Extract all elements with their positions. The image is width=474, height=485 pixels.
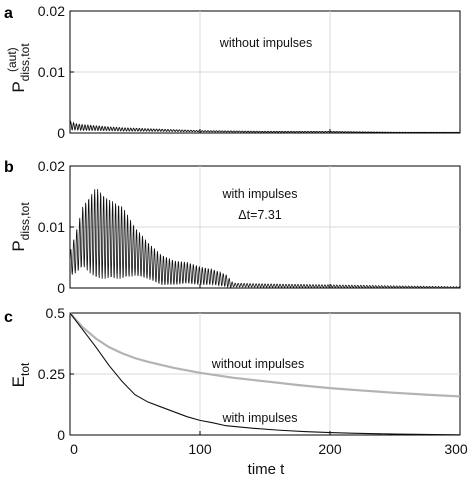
panel-a-ylabel: Pdiss,tot [9,43,32,93]
panel-c-annotation-without: without impulses [211,357,304,371]
panel-c-xtick-label-3: 300 [444,441,468,457]
svg-text:Pdiss,tot: Pdiss,tot [9,202,32,252]
panel-c-series-with-impulses [69,312,461,436]
panel-c-grid [70,313,460,435]
panel-a-ytick-label-1: 0.01 [38,64,65,80]
panel-b-ylabel: Pdiss,tot [9,202,32,252]
svg-text:Pdiss,tot: Pdiss,tot [9,43,32,93]
panel-b-ylabel-main: P [9,240,28,251]
panel-b-series-line [69,188,461,289]
panel-c-ytick-label-0: 0 [57,427,65,443]
panel-c-ylabel-main: E [9,376,28,387]
panel-a-label: a [4,5,13,22]
panel-c-ytick-label-2: 0.5 [46,305,66,321]
panel-b-grid [70,166,460,288]
panel-b-y-ticks: 0 0.01 0.02 [38,158,74,296]
panel-a-ytick-label-2: 0.02 [38,3,65,19]
panel-a-series-line [69,120,460,133]
panel-a-ylabel-sup: (aut) [5,47,19,72]
panel-c-y-ticks: 0 0.25 0.5 [38,305,74,443]
panel-a-annotation: without impulses [219,36,312,50]
panel-b-ytick-label-2: 0.02 [38,158,65,174]
panel-b-ytick-label-0: 0 [57,280,65,296]
panel-c-xtick-label-2: 200 [318,441,342,457]
panel-a-grid [70,11,460,133]
panel-c-ytick-label-1: 0.25 [38,366,65,382]
panel-a-y-ticks: 0 0.01 0.02 [38,3,74,141]
panel-b: b Pdiss,tot 0 0.01 0.02 with impulses Δt=7… [4,158,461,296]
panel-a: a Pdiss,tot (aut) 0 0.01 0.02 without impu… [4,3,461,141]
panel-c-xtick-label-0: 0 [70,441,78,457]
panel-a-ylabel-main: P [9,81,28,92]
panel-c-xtick-label-1: 100 [188,441,212,457]
panel-c-x-ticks: 0 100 200 300 [69,431,468,457]
panel-b-ylabel-sub: diss,tot [18,202,32,241]
panel-c-annotation-with: with impulses [221,411,297,425]
panel-b-label: b [4,159,14,176]
panel-c-ylabel: Etot [9,362,32,387]
panel-c-label: c [4,309,13,326]
svg-text:Etot: Etot [9,362,32,387]
panel-b-annotation: with impulses [221,187,297,201]
panel-b-annotation-delta: Δt=7.31 [238,208,281,222]
panel-c-xlabel: time t [248,461,286,478]
panel-c-ylabel-sub: tot [18,362,32,376]
panel-c: c Etot 0 0.25 0.5 0 100 200 300 without impul… [4,305,468,478]
panel-c-series-without-impulses [69,312,461,398]
panel-a-ytick-label-0: 0 [57,125,65,141]
panel-b-ytick-label-1: 0.01 [38,219,65,235]
panel-a-ylabel-sub: diss,tot [18,43,32,82]
